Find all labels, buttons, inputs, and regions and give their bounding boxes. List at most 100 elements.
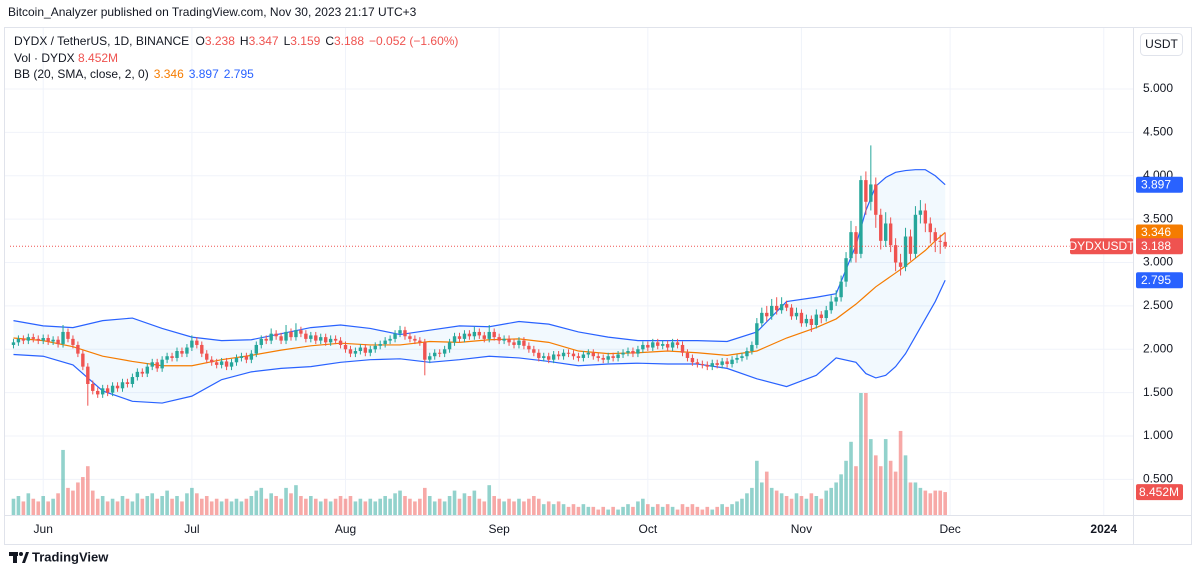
candle-body	[522, 340, 526, 346]
candle-body	[735, 357, 739, 360]
y-tick-label: 4.500	[1143, 125, 1173, 139]
currency-button[interactable]	[1140, 33, 1183, 56]
volume-bar	[175, 496, 179, 515]
volume-bar	[11, 498, 16, 515]
change: −0.052 (−1.60%)	[369, 34, 459, 48]
candle-body	[130, 377, 135, 384]
candle-body	[571, 353, 576, 357]
bb-lower-line	[13, 280, 946, 404]
candle-body	[507, 338, 511, 343]
bb-lower-value: 2.795	[223, 67, 254, 81]
candle-body	[264, 338, 268, 341]
volume-bar	[898, 430, 903, 515]
candle-body	[750, 344, 754, 352]
candle-body	[601, 357, 605, 360]
candle-body	[185, 347, 189, 354]
volume-bar	[571, 504, 576, 515]
candle-body	[150, 362, 154, 367]
volume-bar	[289, 493, 293, 515]
volume-bar	[239, 501, 244, 515]
candle-body	[631, 351, 635, 354]
candle-body	[660, 344, 665, 346]
volume-bar	[348, 496, 353, 515]
candle-body	[433, 352, 437, 357]
candle-body	[928, 223, 933, 233]
candle-body	[368, 349, 372, 353]
bb-upper-tag-label: 3.897	[1141, 177, 1171, 191]
candle-body	[879, 214, 883, 241]
candle-body	[165, 356, 169, 360]
candle-body	[447, 342, 452, 350]
volume-bar	[472, 490, 477, 515]
last-price-tag-label: 3.188	[1141, 239, 1171, 253]
volume-bar	[229, 501, 234, 515]
candle-body	[413, 338, 417, 341]
candle-body	[452, 336, 457, 343]
volume-bar	[834, 482, 838, 515]
currency-label[interactable]: USDT	[1145, 37, 1178, 51]
volume-bar	[358, 498, 363, 515]
candle-body	[319, 337, 323, 341]
volume-bar	[581, 504, 586, 515]
volume-bar	[705, 506, 710, 515]
candle-body	[279, 336, 283, 341]
candle-body	[765, 312, 769, 317]
volume-bar	[873, 455, 878, 515]
volume-bar	[497, 498, 501, 515]
volume-bar	[740, 498, 744, 515]
candle-body	[175, 351, 179, 358]
volume-bar	[457, 498, 462, 515]
chart-frame	[4, 27, 1192, 545]
volume-bar	[76, 482, 80, 515]
volume-bar	[56, 493, 60, 515]
symbol: DYDX / TetherUS, 1D, BINANCE	[14, 34, 190, 48]
y-tick-label: 2.000	[1143, 341, 1173, 355]
ohlc-key: H	[239, 34, 249, 48]
volume-bar	[928, 493, 933, 515]
candle-body	[680, 344, 685, 353]
volume-bar	[546, 501, 551, 515]
volume-bar	[522, 501, 526, 515]
y-tick-label: 1.000	[1143, 428, 1173, 442]
candle-body	[869, 184, 873, 202]
volume-bar	[665, 504, 670, 515]
volume-bar	[155, 498, 159, 515]
candle-body	[581, 354, 586, 358]
candle-body	[110, 385, 115, 393]
candle-body	[160, 359, 164, 369]
candle-body	[884, 223, 888, 241]
candle-body	[462, 333, 467, 339]
candle-body	[829, 301, 833, 311]
candle-body	[423, 342, 427, 360]
candle-body	[874, 184, 878, 215]
x-tick-label: 2024	[1090, 522, 1117, 536]
volume-bar	[259, 487, 264, 515]
volume-bar	[165, 490, 169, 515]
volume-bar	[690, 504, 695, 515]
candle-body	[304, 333, 308, 339]
bb-upper-line	[13, 169, 946, 343]
volume-bar	[507, 498, 511, 515]
volume-bar	[819, 498, 824, 515]
candle-body	[11, 342, 16, 345]
candle-body	[512, 342, 516, 345]
volume-bar	[190, 487, 194, 515]
bb-band-fill	[13, 169, 946, 404]
volume-bar	[224, 498, 229, 515]
candle-body	[740, 356, 744, 358]
candle-body	[918, 210, 923, 215]
candle-body	[418, 340, 422, 343]
volume-bar	[274, 496, 278, 515]
volume-bar	[86, 466, 90, 515]
candle-body	[908, 236, 913, 254]
volume-bar	[566, 506, 571, 515]
candle-body	[854, 232, 858, 254]
candle-body	[591, 352, 596, 357]
candle-body	[933, 232, 937, 241]
candle-body	[720, 361, 724, 365]
volume-bar	[343, 498, 348, 515]
candle-body	[378, 344, 382, 346]
volume-bar	[313, 498, 318, 515]
candle-body	[938, 240, 942, 242]
volume-bar	[125, 498, 130, 515]
